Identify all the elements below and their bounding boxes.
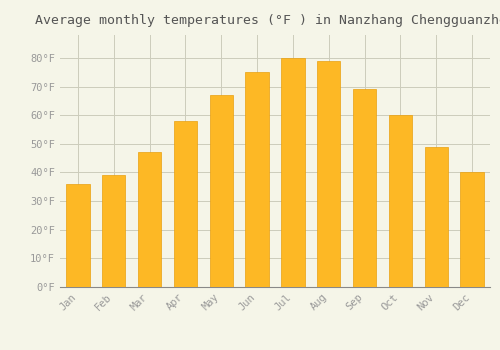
Bar — [282, 58, 304, 287]
Bar — [138, 152, 161, 287]
Bar — [460, 173, 483, 287]
Bar — [174, 121, 197, 287]
Title: Average monthly temperatures (°F ) in Nanzhang Chengguanzhen: Average monthly temperatures (°F ) in Na… — [35, 14, 500, 27]
Bar — [424, 147, 448, 287]
Bar — [317, 61, 340, 287]
Bar — [246, 72, 268, 287]
Bar — [102, 175, 126, 287]
Bar — [389, 115, 412, 287]
Bar — [66, 184, 90, 287]
Bar — [353, 89, 376, 287]
Bar — [210, 95, 233, 287]
